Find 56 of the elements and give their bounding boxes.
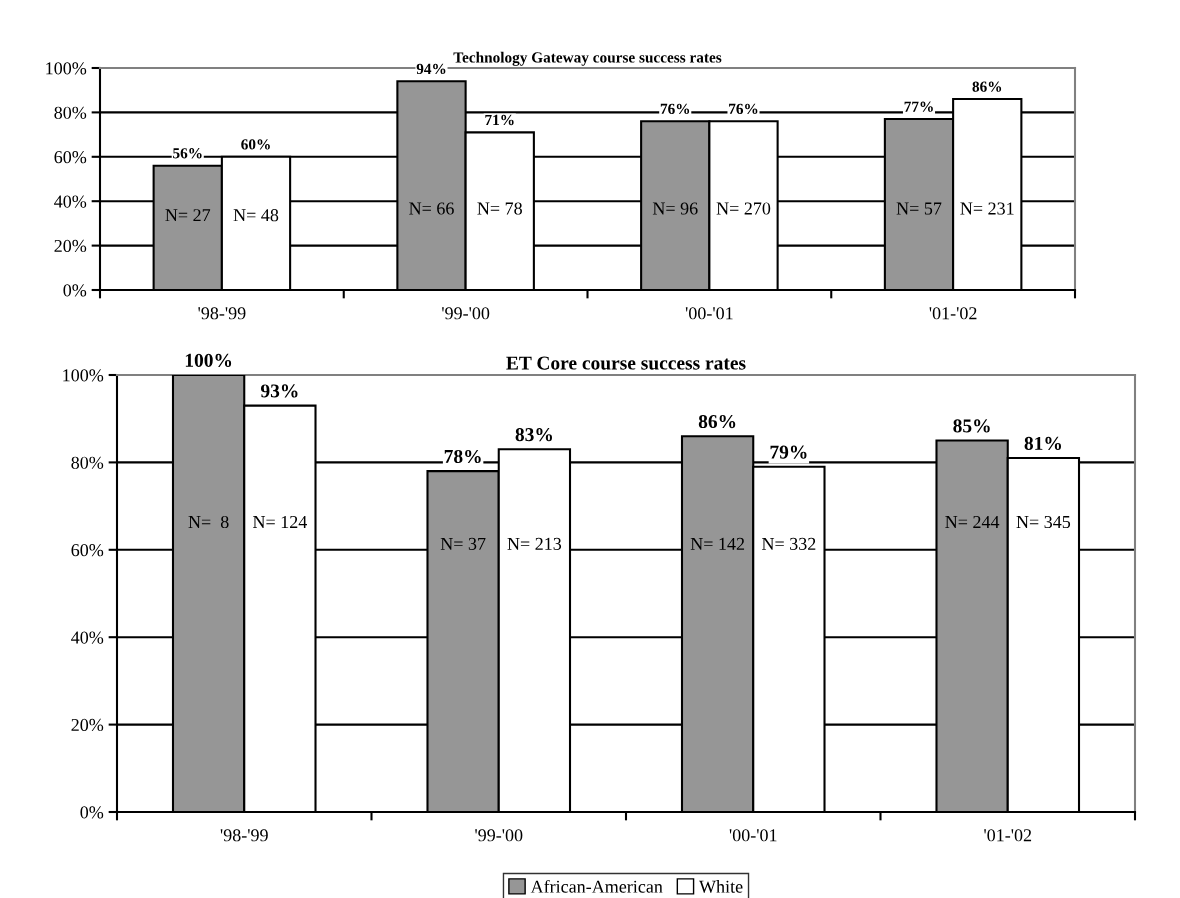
- y-tick-label: 20%: [71, 718, 104, 732]
- x-tick-label: '99-'00: [442, 307, 490, 320]
- annotation: N= 142: [690, 537, 745, 550]
- data-label: 81%: [1024, 436, 1061, 450]
- x-tick-label: '01-'02: [929, 307, 977, 320]
- annotation: N= 270: [716, 202, 771, 215]
- annotation: N= 231: [960, 202, 1014, 215]
- data-label: 76%: [660, 103, 690, 115]
- annotation: N= 66: [409, 202, 454, 215]
- data-label: 71%: [485, 114, 514, 126]
- y-tick-label: 100%: [63, 369, 104, 382]
- data-label: 94%: [416, 63, 446, 75]
- x-tick-label: '01-'02: [984, 829, 1032, 842]
- chart-title: Technology Gateway course success rates: [453, 51, 722, 66]
- y-tick-label: 60%: [54, 151, 87, 164]
- x-tick-label: '00-'01: [685, 307, 733, 320]
- x-tick-label: '99-'00: [475, 829, 523, 842]
- data-label: 77%: [904, 101, 933, 112]
- data-label: 83%: [515, 428, 552, 442]
- annotation: N= 8: [188, 515, 229, 529]
- y-tick-label: 20%: [54, 239, 87, 253]
- annotation: N= 37: [440, 537, 486, 550]
- annotation: N= 57: [896, 202, 942, 215]
- y-tick-label: 0%: [63, 284, 87, 297]
- x-tick-label: '98-'99: [220, 829, 268, 842]
- data-label: 86%: [698, 414, 736, 429]
- y-tick-label: 40%: [54, 195, 87, 208]
- x-tick-label: '98-'99: [198, 307, 246, 320]
- annotation: N= 78: [477, 202, 522, 215]
- data-label: 93%: [260, 384, 298, 398]
- annotation: N= 332: [761, 537, 816, 550]
- annotation: N= 27: [165, 209, 211, 222]
- legend-label: African-American: [530, 879, 663, 893]
- data-label: 86%: [972, 81, 1002, 92]
- data-label: 85%: [953, 419, 990, 433]
- data-label: 79%: [770, 445, 807, 459]
- y-tick-label: 80%: [71, 456, 104, 469]
- x-tick-label: '00-'01: [729, 829, 777, 842]
- data-label: 78%: [444, 449, 481, 464]
- annotation: N= 124: [252, 515, 308, 528]
- legend-label: White: [699, 880, 743, 893]
- y-tick-label: 80%: [54, 106, 87, 119]
- y-tick-label: 100%: [46, 62, 87, 75]
- annotation: N= 48: [233, 209, 279, 222]
- annotation: N= 244: [945, 515, 1000, 528]
- data-label: 76%: [729, 103, 758, 115]
- chart-title: ET Core course success rates: [506, 356, 746, 370]
- y-tick-label: 40%: [71, 631, 104, 644]
- annotation: N= 345: [1016, 515, 1071, 529]
- y-tick-label: 0%: [80, 806, 104, 819]
- data-label: 100%: [185, 353, 232, 367]
- data-label: 60%: [241, 139, 270, 150]
- annotation: N= 96: [652, 202, 698, 215]
- y-tick-label: 60%: [71, 544, 104, 557]
- annotation: N= 213: [507, 537, 562, 550]
- data-label: 56%: [173, 148, 202, 159]
